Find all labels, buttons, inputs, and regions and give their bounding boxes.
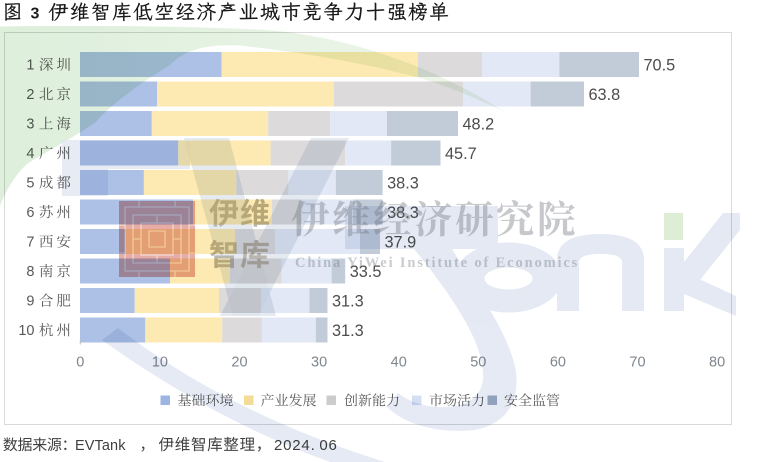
svg-text:80: 80 [709, 355, 725, 371]
svg-text:5: 5 [26, 176, 34, 192]
svg-text:48.2: 48.2 [463, 115, 495, 133]
svg-text:31.3: 31.3 [332, 292, 364, 310]
svg-text:EVTank: EVTank [75, 438, 126, 454]
svg-text:9: 9 [26, 294, 34, 310]
svg-text:0: 0 [76, 355, 84, 371]
svg-text:7: 7 [26, 235, 34, 251]
svg-text:3: 3 [31, 6, 40, 23]
svg-text:60: 60 [550, 355, 566, 371]
svg-text:70.5: 70.5 [644, 56, 676, 74]
svg-text:20: 20 [231, 355, 247, 371]
svg-text:6: 6 [26, 205, 34, 221]
svg-text:China YiWei Institute of Econo: China YiWei Institute of Economics [295, 255, 579, 271]
svg-text:45.7: 45.7 [445, 145, 477, 163]
svg-text:33.5: 33.5 [350, 263, 382, 281]
svg-text:8: 8 [26, 264, 34, 280]
svg-text:40: 40 [391, 355, 407, 371]
svg-text:10: 10 [18, 323, 34, 339]
svg-text:63.8: 63.8 [589, 86, 621, 104]
svg-text:31.3: 31.3 [332, 322, 364, 340]
svg-text:38.3: 38.3 [387, 174, 419, 192]
svg-text:30: 30 [311, 355, 327, 371]
svg-text:70: 70 [629, 355, 645, 371]
